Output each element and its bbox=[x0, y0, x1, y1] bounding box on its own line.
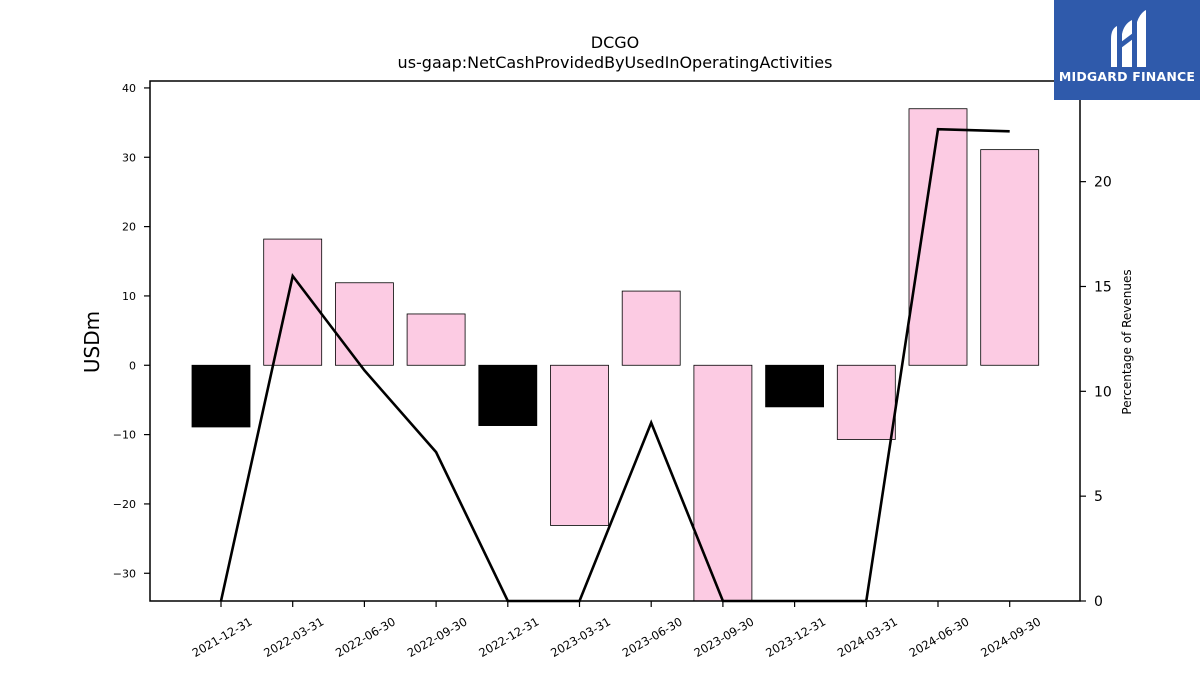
left-tick-label: −30 bbox=[113, 567, 136, 580]
bar-2024-03-31 bbox=[836, 364, 896, 440]
bar-2023-03-31 bbox=[550, 364, 609, 526]
bar-2024-09-30 bbox=[980, 149, 1040, 366]
right-tick-label: 10 bbox=[1094, 384, 1112, 400]
bar-2023-09-30 bbox=[693, 364, 753, 602]
plot-frame bbox=[149, 80, 1081, 602]
left-tick-label: −20 bbox=[113, 498, 136, 511]
right-axis: 0 5 10 15 20 bbox=[1080, 175, 1112, 610]
x-tick-label: 2022-09-30 bbox=[405, 614, 470, 660]
left-tick-label: 30 bbox=[122, 151, 136, 164]
bar-2023-12-31 bbox=[765, 364, 824, 408]
bar-series bbox=[191, 108, 1040, 602]
right-tick-label: 5 bbox=[1094, 489, 1103, 505]
chart-title: DCGO bbox=[591, 33, 639, 52]
line-series bbox=[219, 127, 1010, 603]
y-axis-label: USDm bbox=[80, 311, 104, 373]
logo-text: MIDGARD FINANCE bbox=[1058, 69, 1196, 84]
x-tick-label: 2024-06-30 bbox=[907, 614, 972, 660]
revenue-percentage-line bbox=[219, 127, 1010, 603]
bar-2022-06-30 bbox=[334, 282, 394, 366]
bar-2024-06-30 bbox=[908, 108, 968, 366]
chart-subtitle: us-gaap:NetCashProvidedByUsedInOperating… bbox=[398, 53, 833, 72]
bar-2023-06-30 bbox=[621, 290, 681, 366]
x-tick-label: 2022-03-31 bbox=[261, 614, 326, 660]
x-tick-label: 2022-06-30 bbox=[333, 614, 398, 660]
bar-2022-12-31 bbox=[478, 364, 538, 426]
bar-2022-09-30 bbox=[406, 313, 466, 366]
left-tick-label: −10 bbox=[113, 429, 136, 442]
x-tick-label: 2023-12-31 bbox=[763, 614, 828, 660]
x-tick-label: 2024-03-31 bbox=[835, 614, 900, 660]
x-tick-label: 2022-12-31 bbox=[476, 614, 541, 660]
x-axis: 2021-12-31 2022-03-31 2022-06-30 2022-09-30… bbox=[190, 601, 1043, 660]
bar-2021-12-31 bbox=[191, 364, 251, 428]
left-axis: −30 −20 −10 0 10 20 30 40 bbox=[113, 82, 150, 580]
y2-axis-label: Percentage of Revenues bbox=[1120, 269, 1134, 414]
left-tick-label: 10 bbox=[122, 290, 136, 303]
x-tick-label: 2023-06-30 bbox=[620, 614, 685, 660]
right-tick-label: 0 bbox=[1094, 594, 1103, 610]
right-tick-label: 20 bbox=[1094, 175, 1112, 191]
x-tick-label: 2024-09-30 bbox=[978, 614, 1043, 660]
x-tick-label: 2023-09-30 bbox=[692, 614, 757, 660]
right-tick-label: 15 bbox=[1094, 279, 1112, 295]
brand-logo: MIDGARD FINANCE bbox=[1054, 0, 1200, 100]
left-tick-label: 40 bbox=[122, 82, 136, 95]
x-tick-label: 2021-12-31 bbox=[190, 614, 255, 660]
x-tick-label: 2023-03-31 bbox=[548, 614, 613, 660]
logo-mark-icon bbox=[1111, 10, 1146, 67]
left-tick-label: 20 bbox=[122, 221, 136, 234]
left-tick-label: 0 bbox=[129, 359, 136, 372]
